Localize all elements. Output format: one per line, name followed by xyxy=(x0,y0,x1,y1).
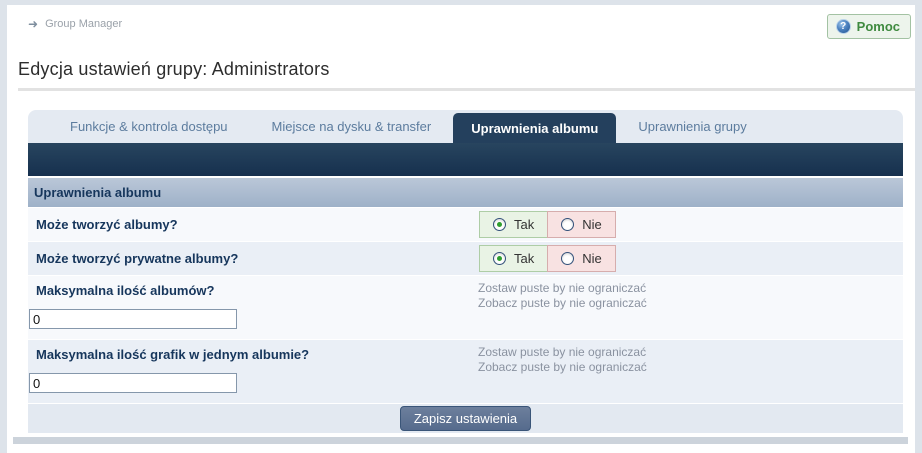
bottom-divider xyxy=(13,437,908,444)
radio-option-no[interactable]: Nie xyxy=(547,245,616,272)
help-button-label: Pomoc xyxy=(856,19,900,34)
tab-group-permissions[interactable]: Uprawnienia grupy xyxy=(638,119,747,134)
radio-option-yes[interactable]: Tak xyxy=(479,245,548,272)
radio-icon[interactable] xyxy=(561,252,575,265)
setting-row-can-create-albums: Może tworzyć albumy? Tak Nie xyxy=(28,208,903,241)
max-albums-input[interactable] xyxy=(29,309,237,329)
setting-row-max-albums: Maksymalna ilość albumów? Zostaw puste b… xyxy=(28,276,903,339)
title-divider xyxy=(18,88,915,91)
tab-bar: Funkcje & kontrola dostępu Miejsce na dy… xyxy=(28,110,903,143)
arrow-right-icon: ➜ xyxy=(28,17,39,31)
hint-line: Zostaw puste by nie ograniczać xyxy=(478,281,647,295)
radio-group-can-create-private-albums: Tak Nie xyxy=(479,245,616,272)
radio-label: Nie xyxy=(582,251,602,266)
setting-label: Może tworzyć prywatne albumy? xyxy=(36,251,239,266)
help-button[interactable]: ? Pomoc xyxy=(826,14,911,39)
radio-icon[interactable] xyxy=(561,218,575,231)
save-settings-button[interactable]: Zapisz ustawienia xyxy=(399,406,532,431)
radio-icon[interactable] xyxy=(493,252,506,265)
tab-disk-transfer[interactable]: Miejsce na dysku & transfer xyxy=(271,119,432,134)
radio-label: Tak xyxy=(514,217,535,232)
radio-option-yes[interactable]: Tak xyxy=(479,211,548,238)
hint-text: Zostaw puste by nie ograniczać Zobacz pu… xyxy=(478,281,647,311)
hint-text: Zostaw puste by nie ograniczać Zobacz pu… xyxy=(478,345,647,375)
page-card: ➜ Group Manager ? Pomoc Edycja ustawień … xyxy=(7,5,915,453)
max-pictures-input[interactable] xyxy=(29,373,237,393)
radio-label: Tak xyxy=(514,251,535,266)
breadcrumb[interactable]: ➜ Group Manager xyxy=(28,18,122,30)
hint-line: Zobacz puste by nie ograniczać xyxy=(478,296,647,310)
setting-label: Maksymalna ilość grafik w jednym albumie… xyxy=(36,347,310,362)
setting-row-can-create-private-albums: Może tworzyć prywatne albumy? Tak Nie xyxy=(28,242,903,275)
setting-row-max-pictures-per-album: Maksymalna ilość grafik w jednym albumie… xyxy=(28,340,903,403)
radio-icon[interactable] xyxy=(493,218,506,231)
breadcrumb-label[interactable]: Group Manager xyxy=(45,18,123,30)
question-mark-icon: ? xyxy=(835,19,851,34)
tab-functions-access[interactable]: Funkcje & kontrola dostępu xyxy=(70,119,228,134)
tab-album-permissions[interactable]: Uprawnienia albumu xyxy=(453,113,617,143)
radio-option-no[interactable]: Nie xyxy=(547,211,616,238)
section-header: Uprawnienia albumu xyxy=(28,178,903,207)
form-footer: Zapisz ustawienia xyxy=(28,404,903,433)
page-title: Edycja ustawień grupy: Administrators xyxy=(18,59,330,79)
setting-label: Może tworzyć albumy? xyxy=(36,217,178,232)
radio-label: Nie xyxy=(582,217,602,232)
tab-bar-underline xyxy=(28,143,903,176)
hint-line: Zobacz puste by nie ograniczać xyxy=(478,360,647,374)
hint-line: Zostaw puste by nie ograniczać xyxy=(478,345,647,359)
radio-group-can-create-albums: Tak Nie xyxy=(479,211,616,238)
settings-panel: Funkcje & kontrola dostępu Miejsce na dy… xyxy=(28,110,903,433)
setting-label: Maksymalna ilość albumów? xyxy=(36,283,215,298)
